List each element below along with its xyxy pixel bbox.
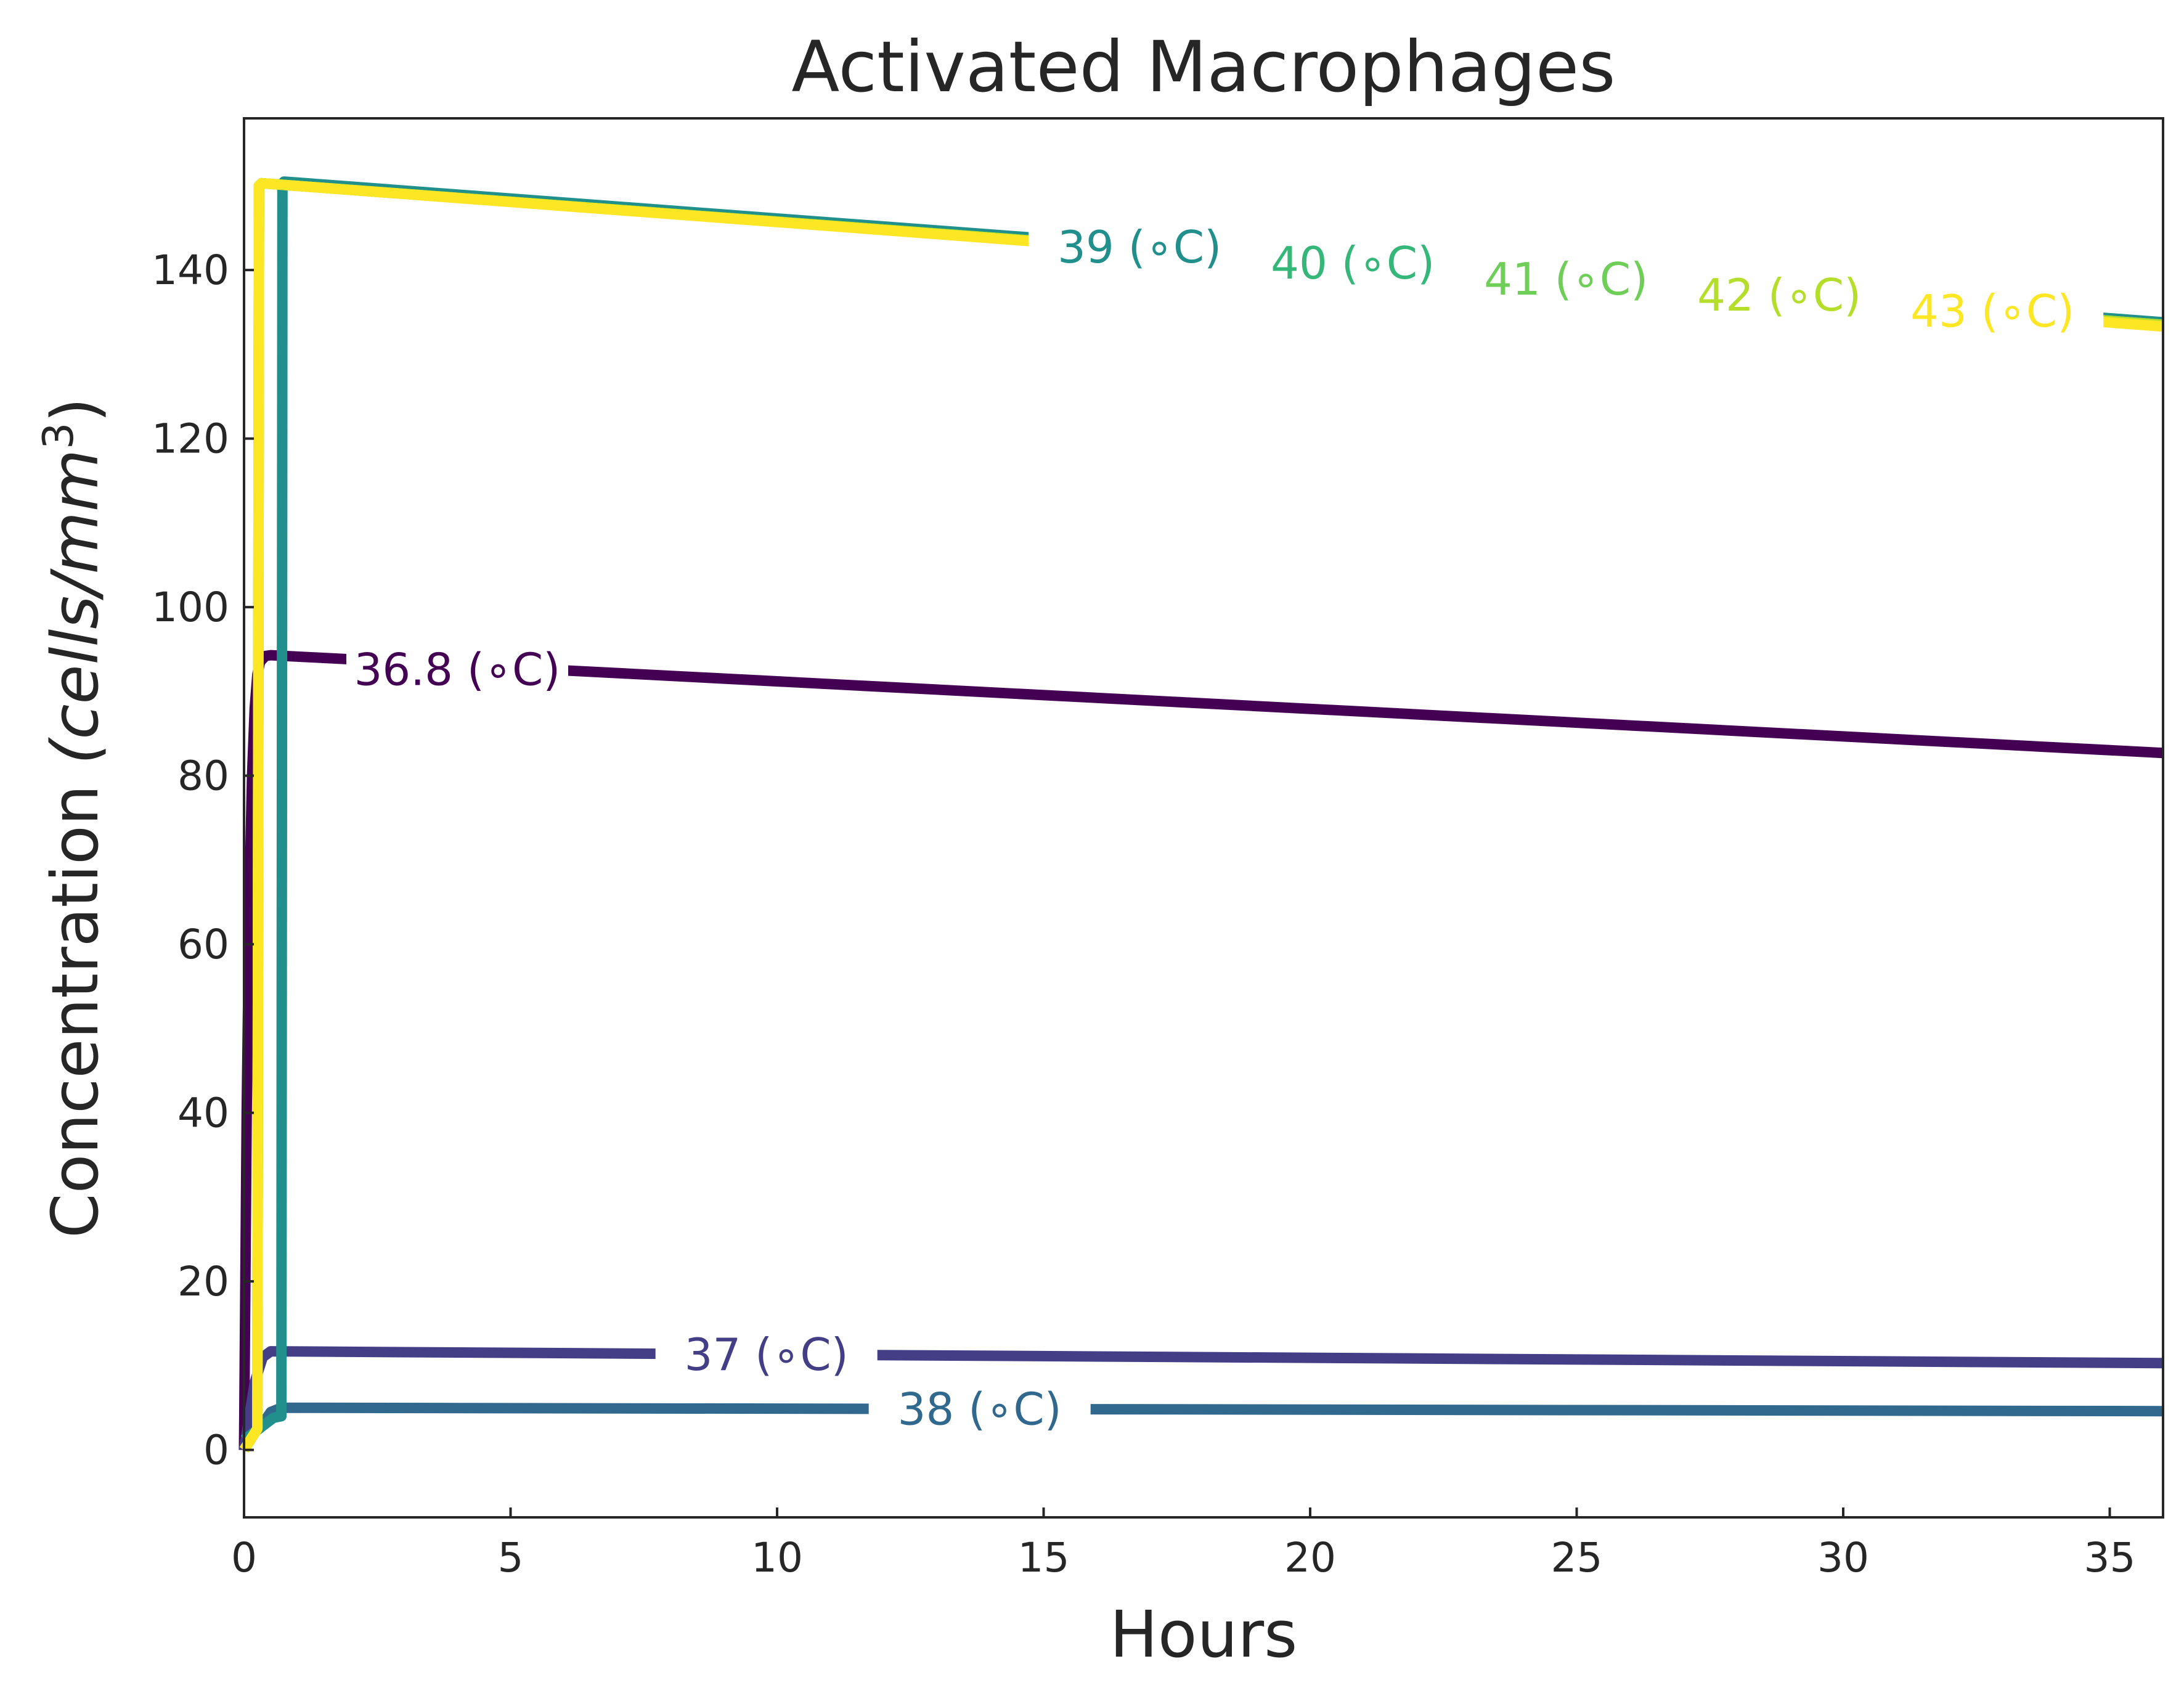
x-tick-label-15: 15 [1018, 1534, 1070, 1581]
series-label-background-42-c [1668, 266, 1891, 325]
y-axis-label-main: Concentration [38, 785, 113, 1238]
y-axis-label-close: ) [38, 398, 113, 423]
x-axis-ticks: 0 5 10 15 20 25 30 35 [231, 1507, 2135, 1581]
y-axis-ticks: 0 20 40 60 80 100 120 140 [152, 247, 254, 1474]
plot-frame [243, 117, 2164, 1519]
label-layer: 36.8 (∘C) 37 (∘C) 38 (∘C) 39 (∘C) 40 (∘C) 41 … [346, 218, 2104, 1439]
series-label-background-37-c [655, 1325, 878, 1385]
x-axis-label: Hours [1110, 1597, 1298, 1672]
y-tick-label-140: 140 [152, 247, 229, 294]
series-label-background-36.8-c [346, 640, 568, 700]
x-tick-label-20: 20 [1284, 1534, 1336, 1581]
y-tick-label-120: 120 [152, 415, 229, 463]
series-label-background-41-c [1455, 250, 1677, 309]
series-label-39-c: 39 (∘C) [1057, 221, 1221, 273]
y-tick-label-20: 20 [177, 1258, 229, 1305]
series-label-40-c: 40 (∘C) [1271, 237, 1435, 289]
y-tick-label-100: 100 [152, 584, 229, 631]
y-tick-label-0: 0 [203, 1427, 229, 1474]
series-label-background-40-c [1242, 234, 1464, 293]
series-label-background-43-c [1881, 282, 2104, 341]
series-label-37-c: 37 (∘C) [685, 1329, 849, 1381]
series-label-41-c: 41 (∘C) [1484, 253, 1648, 305]
chart-title: Activated Macrophages [791, 26, 1615, 108]
y-tick-label-80: 80 [177, 753, 229, 800]
series-label-43-c: 43 (∘C) [1910, 285, 2074, 337]
x-tick-label-25: 25 [1551, 1534, 1603, 1581]
series-layer [238, 176, 2164, 1453]
x-tick-label-35: 35 [2084, 1534, 2136, 1581]
series-label-36.8-c: 36.8 (∘C) [354, 643, 561, 695]
x-tick-label-30: 30 [1817, 1534, 1869, 1581]
plot-area [244, 118, 2163, 1517]
y-axis-label: Concentration (cells/mm3) [35, 398, 113, 1238]
y-axis-label-units: (cells/mm [38, 449, 113, 764]
series-label-background-38-c [868, 1379, 1091, 1439]
series-label-38-c: 38 (∘C) [898, 1383, 1062, 1435]
series-label-42-c: 42 (∘C) [1697, 269, 1861, 321]
x-tick-label-10: 10 [751, 1534, 803, 1581]
y-axis-label-space [38, 764, 113, 785]
series-line-43-c [239, 177, 2164, 1453]
y-axis-label-exponent: 3 [35, 423, 83, 449]
y-tick-label-40: 40 [177, 1090, 229, 1137]
series-label-background-39-c [1029, 218, 1251, 277]
y-tick-label-60: 60 [177, 921, 229, 968]
x-tick-label-5: 5 [498, 1534, 524, 1581]
x-tick-label-0: 0 [231, 1534, 257, 1581]
